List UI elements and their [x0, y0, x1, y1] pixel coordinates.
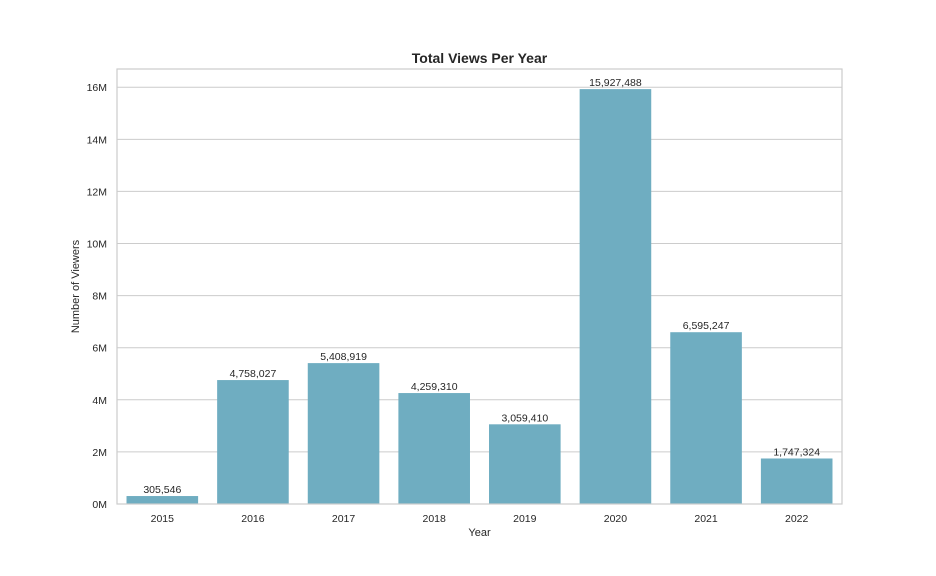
x-tick-label: 2015: [151, 513, 175, 525]
x-tick-label: 2016: [241, 513, 265, 525]
y-tick-label: 0M: [92, 499, 107, 511]
x-tick-label: 2017: [332, 513, 356, 525]
bar-2016: [217, 380, 289, 504]
x-tick-label: 2021: [694, 513, 718, 525]
data-label-2017: 5,408,919: [320, 351, 367, 363]
y-axis-label: Number of Viewers: [70, 239, 82, 333]
bar-2022: [760, 458, 833, 504]
y-tick-label: 8M: [92, 291, 107, 303]
x-axis-label: Year: [468, 527, 491, 539]
y-tick-labels: 0M 2M 4M 6M 8M 10M 12M 14M 16M: [87, 82, 107, 511]
x-tick-label: 2020: [604, 513, 628, 525]
data-label-2020: 15,927,488: [589, 77, 642, 89]
data-label-2016: 4,758,027: [230, 368, 277, 380]
bar-2021: [670, 332, 742, 504]
data-label-2021: 6,595,247: [683, 320, 730, 332]
y-tick-label: 4M: [92, 395, 107, 407]
x-tick-label: 2019: [513, 513, 537, 525]
y-tick-label: 6M: [92, 343, 107, 355]
x-tick-label: 2022: [785, 513, 809, 525]
data-label-2015: 305,546: [143, 484, 181, 496]
y-tick-label: 14M: [87, 134, 107, 146]
bars: [126, 89, 833, 505]
chart-title: Total Views Per Year: [412, 50, 548, 66]
x-tick-labels: 2015 2016 2017 2018 2019 2020 2021 2022: [151, 513, 809, 525]
data-label-2022: 1,747,324: [773, 446, 820, 458]
bar-2015: [126, 496, 199, 504]
bar-2017: [307, 363, 380, 504]
data-label-2018: 4,259,310: [411, 381, 458, 393]
x-tick-label: 2018: [423, 513, 447, 525]
bar-2018: [398, 393, 470, 504]
bar-2019: [489, 424, 561, 504]
bar-2020: [579, 89, 652, 505]
y-tick-label: 2M: [92, 447, 107, 459]
y-tick-label: 12M: [87, 186, 107, 198]
y-tick-label: 16M: [87, 82, 107, 94]
y-tick-label: 10M: [87, 239, 107, 251]
data-label-2019: 3,059,410: [501, 412, 548, 424]
plot-frame: [116, 68, 843, 505]
data-labels: 305,546 4,758,027 5,408,919 4,259,310 3,059,…: [143, 77, 820, 496]
